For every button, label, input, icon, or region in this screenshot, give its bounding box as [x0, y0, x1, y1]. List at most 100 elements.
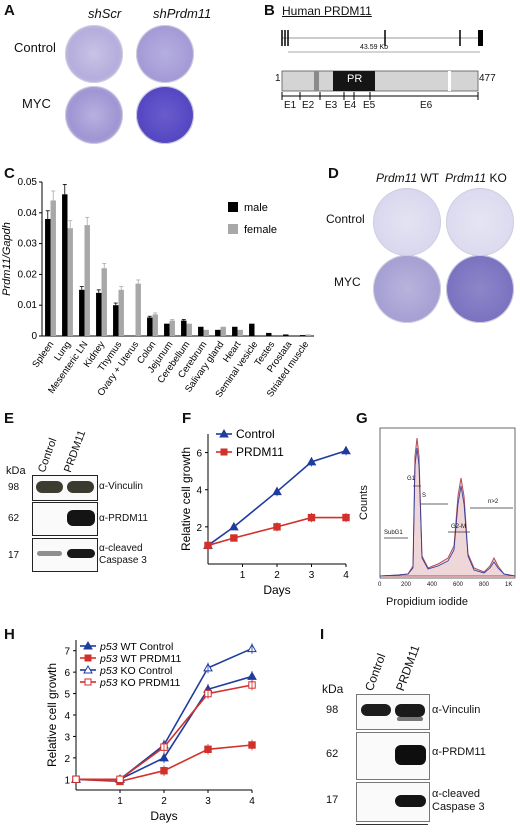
i-mw-62: 62	[326, 748, 339, 760]
h-xtick-label: 3	[205, 796, 211, 807]
h-ytick-label: 2	[64, 754, 70, 765]
panel-e-lane2: PRDM11	[62, 428, 89, 475]
panel-label-c: C	[4, 165, 15, 182]
h-ytick-label: 6	[64, 668, 70, 679]
gene-length: 43.59 Kb	[360, 44, 389, 51]
g-tick-200: 200	[401, 582, 412, 588]
exon-e6: E6	[420, 100, 433, 111]
protein-start: 1	[275, 73, 281, 84]
panel-e-kda: kDa	[6, 465, 26, 477]
c-legend-swatch	[228, 202, 238, 212]
f-xtick-label: 2	[274, 570, 280, 581]
panel-d-row2: MYC	[334, 275, 361, 289]
exon-e2: E2	[302, 100, 315, 111]
panel-a-row1: Control	[14, 40, 56, 55]
g-gate-g1: G1	[407, 476, 416, 482]
panel-a-col2: shPrdm11	[153, 6, 212, 21]
c-bar	[220, 326, 226, 336]
c-bar	[62, 194, 68, 336]
h-ylabel: Relative cell growth	[45, 663, 59, 767]
gene-diagram	[281, 30, 483, 100]
c-bar	[50, 200, 56, 336]
c-bar	[266, 332, 272, 336]
h-ytick-label: 7	[64, 647, 70, 658]
g-gate-g2m: G2-M	[451, 524, 466, 530]
c-bar	[186, 323, 192, 336]
f-ytick-label: 4	[196, 486, 202, 497]
f-ytick-label: 6	[196, 449, 202, 460]
dish-ko-control	[446, 188, 514, 256]
c-bar	[79, 289, 85, 336]
h-point	[72, 775, 80, 783]
c-bar	[300, 335, 306, 336]
exon-e3: E3	[325, 100, 338, 111]
f-legend-marker	[220, 448, 228, 456]
panel-i-kda: kDa	[322, 682, 344, 696]
g-tick-400: 400	[427, 582, 438, 588]
dish-shscr-myc	[65, 86, 123, 144]
panel-i-lane2: PRDM11	[393, 643, 423, 693]
panel-d-row1: Control	[326, 212, 365, 226]
h-point	[116, 775, 124, 783]
e-label-vinculin: α-Vinculin	[99, 481, 143, 492]
blot-e-caspase	[32, 538, 98, 572]
f-xtick-label: 3	[309, 570, 315, 581]
blot-i-prdm11	[356, 732, 430, 780]
c-bar	[118, 289, 124, 336]
panel-a-row2: MYC	[22, 96, 51, 111]
h-legend-label: p53 WT PRDM11	[99, 653, 181, 665]
panel-d-col1: Prdm11 WT	[376, 171, 439, 185]
blot-i-vinculin	[356, 694, 430, 730]
h-legend-marker	[83, 664, 93, 674]
f-ytick-label: 2	[196, 523, 202, 534]
panel-d-col1-suffix: WT	[417, 171, 440, 185]
panel-label-h: H	[4, 626, 15, 643]
chart-c: 00.010.020.030.040.05Prdm11/GapdhSpleenL…	[1, 177, 314, 400]
panel-label-f: F	[182, 410, 192, 427]
pr-domain-label: PR	[347, 73, 363, 85]
panel-label-d: D	[328, 165, 339, 182]
i-label-vinculin: α-Vinculin	[432, 704, 481, 716]
h-xtick-label: 2	[161, 796, 167, 807]
c-bar	[84, 225, 90, 336]
c-legend-label: female	[244, 224, 277, 236]
i-scale-bar	[356, 824, 428, 825]
c-bar	[249, 323, 255, 336]
h-legend-marker	[83, 640, 93, 650]
c-bar	[169, 320, 175, 336]
f-legend-label: Control	[236, 427, 275, 441]
h-legend-marker	[84, 678, 92, 686]
exon-e4: E4	[344, 100, 357, 111]
e-label-caspase: α-cleaved Caspase 3	[99, 543, 147, 566]
g-tick-0: 0	[378, 582, 382, 588]
c-bar	[237, 329, 243, 336]
h-legend-marker	[84, 654, 92, 662]
h-legend-label: p53 KO Control	[99, 665, 172, 677]
e-label-prdm11: α-PRDM11	[99, 513, 148, 524]
g-gate-n2: n>2	[488, 499, 499, 505]
c-bar	[198, 326, 204, 336]
c-bar	[96, 292, 102, 336]
chart-h: 1 2 3 4 5 6 7 1 2 3 4 Days Relative cell growth p53 W…	[45, 640, 257, 823]
c-bar	[164, 323, 170, 336]
c-bar	[305, 334, 311, 336]
protein-end: 477	[479, 73, 496, 84]
panel-label-b: B	[264, 2, 275, 19]
h-ytick-label: 3	[64, 732, 70, 743]
c-bar	[203, 329, 209, 336]
f-xtick-label: 4	[343, 570, 349, 581]
blot-i-caspase	[356, 782, 430, 822]
f-legend-label: PRDM11	[236, 445, 284, 459]
c-legend-swatch	[228, 224, 238, 234]
c-ytick-label: 0.04	[18, 208, 38, 219]
dish-shprdm11-myc	[136, 86, 194, 144]
c-bar	[67, 228, 73, 336]
e-mw-98: 98	[8, 482, 20, 493]
h-ytick-label: 5	[64, 690, 70, 701]
f-point	[230, 534, 238, 542]
c-bar	[147, 317, 153, 336]
panel-d-col2-suffix: KO	[486, 171, 507, 185]
c-ylabel: Prdm11/Gapdh	[1, 222, 13, 296]
dish-ko-myc	[446, 255, 514, 323]
g-xlabel: Propidium iodide	[386, 596, 468, 608]
